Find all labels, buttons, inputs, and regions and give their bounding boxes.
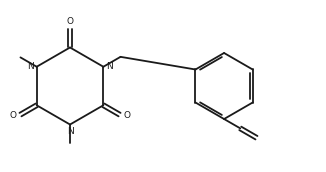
Text: N: N — [106, 62, 113, 71]
Text: O: O — [124, 111, 131, 120]
Text: O: O — [9, 111, 16, 120]
Text: N: N — [67, 127, 73, 136]
Text: N: N — [27, 62, 34, 71]
Text: O: O — [67, 17, 74, 26]
